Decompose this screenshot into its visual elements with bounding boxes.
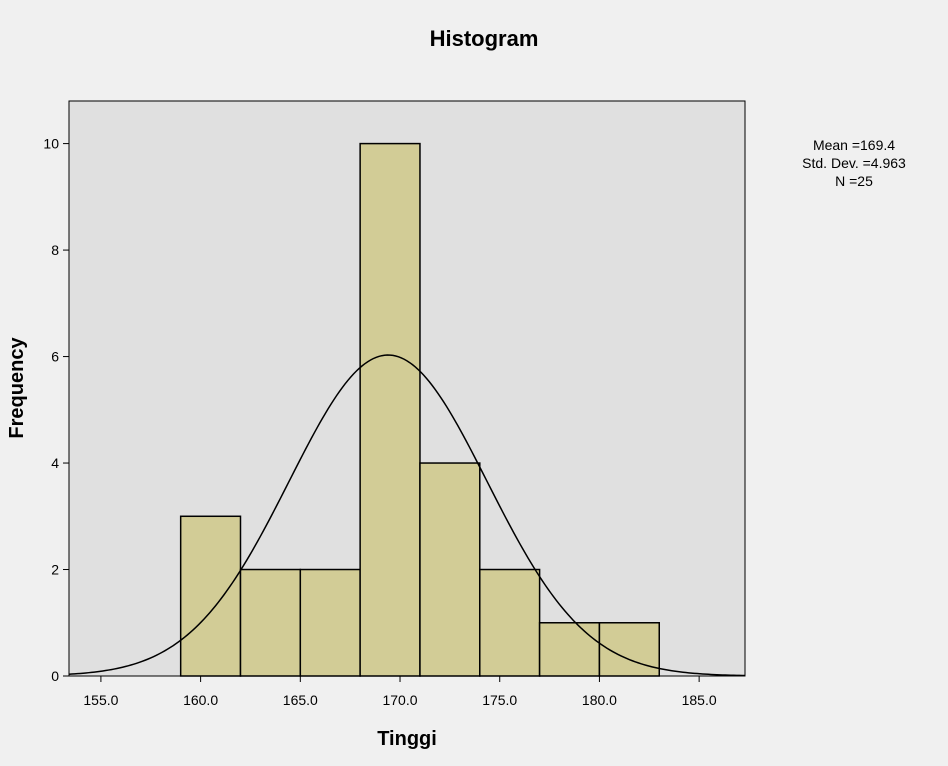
histogram-bar-2 — [299, 568, 361, 677]
x-tick-label-6: 185.0 — [682, 692, 717, 708]
x-tick-label-5: 180.0 — [582, 692, 617, 708]
y-tick-label-1: 2 — [51, 562, 59, 578]
x-tick-label-3: 170.0 — [382, 692, 417, 708]
y-tick-label-5: 10 — [43, 136, 59, 152]
normal-curve — [68, 354, 746, 677]
y-axis-ticks: 0 2 4 6 8 10 — [43, 136, 69, 684]
x-tick-label-2: 165.0 — [283, 692, 318, 708]
histogram-bar-3 — [359, 142, 421, 677]
x-axis-title: Tinggi — [377, 728, 437, 750]
x-tick-label-1: 160.0 — [183, 692, 218, 708]
y-tick-label-2: 4 — [51, 455, 59, 471]
x-tick-label-0: 155.0 — [83, 692, 118, 708]
histogram-bar-1 — [239, 568, 302, 677]
histogram-bar-4 — [419, 462, 481, 677]
bars-group — [179, 142, 661, 677]
histogram-bar-5 — [479, 568, 541, 677]
histogram-bar-6 — [538, 622, 601, 677]
stat-n: N =25 — [835, 173, 873, 189]
y-tick-label-0: 0 — [51, 668, 59, 684]
stats-box: Mean =169.4 Std. Dev. =4.963 N =25 — [802, 137, 906, 189]
stat-mean: Mean =169.4 — [813, 137, 895, 153]
y-axis-title: Frequency — [6, 337, 28, 439]
histogram-bar-0 — [179, 515, 242, 677]
chart-title: Histogram — [430, 26, 539, 51]
x-tick-label-4: 175.0 — [482, 692, 517, 708]
stat-std-dev: Std. Dev. =4.963 — [802, 155, 906, 171]
y-tick-label-3: 6 — [51, 349, 59, 365]
histogram-bar-7 — [598, 622, 661, 677]
x-axis-ticks: 155.0 160.0 165.0 170.0 175.0 180.0 185.0 — [83, 676, 717, 708]
y-tick-label-4: 8 — [51, 242, 59, 258]
